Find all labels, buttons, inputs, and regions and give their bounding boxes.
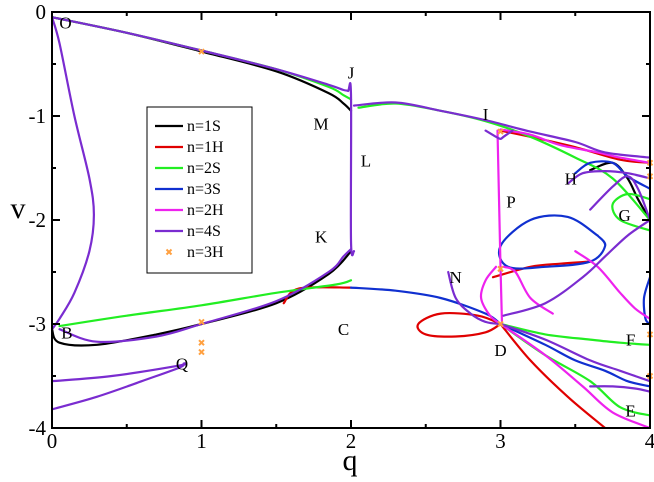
point-label-N: N xyxy=(450,268,462,287)
series-line-33 xyxy=(589,175,650,222)
y-tick-label-4: -4 xyxy=(29,416,47,440)
series-line-23 xyxy=(499,322,650,428)
point-label-F: F xyxy=(626,331,635,350)
x-tick-label-3: 3 xyxy=(495,429,506,453)
series-line-27 xyxy=(58,248,353,344)
marker-point-5 xyxy=(497,265,504,273)
y-tick-label-1: -1 xyxy=(29,104,47,128)
point-label-C: C xyxy=(338,320,349,339)
x-axis-label: q xyxy=(343,444,358,477)
marker-point-1 xyxy=(198,318,205,326)
point-label-B: B xyxy=(61,323,72,342)
series-line-34 xyxy=(566,170,650,185)
legend-label-2: n=2S xyxy=(187,160,221,177)
legend-label-4: n=2H xyxy=(187,202,224,219)
point-label-L: L xyxy=(361,152,371,171)
series-layer xyxy=(52,16,650,428)
series-line-9 xyxy=(58,279,353,328)
legend-label-0: n=1S xyxy=(187,118,221,135)
series-line-12 xyxy=(499,322,650,346)
series-line-6 xyxy=(491,260,592,279)
series-line-5 xyxy=(416,311,502,338)
marker-point-2 xyxy=(198,339,205,346)
marker-point-3 xyxy=(198,348,205,356)
legend-label-3: n=3S xyxy=(187,181,221,198)
series-line-32 xyxy=(502,218,650,317)
tick-layer: 0 1 2 3 4 0 -1 -2 -3 -4 xyxy=(29,0,654,453)
point-label-D: D xyxy=(494,341,506,360)
y-axis-label: v xyxy=(11,192,26,225)
series-line-22 xyxy=(499,128,650,164)
legend-label-6: n=3H xyxy=(187,244,224,261)
y-tick-label-3: -3 xyxy=(29,312,47,336)
point-label-M: M xyxy=(314,114,329,133)
legend-marker-6 xyxy=(165,248,173,256)
series-line-11 xyxy=(611,192,650,232)
y-tick-label-2: -2 xyxy=(29,208,47,232)
marker-point-4 xyxy=(497,128,504,135)
series-line-24 xyxy=(574,250,650,320)
series-line-1 xyxy=(52,250,353,347)
marker-layer xyxy=(198,48,654,380)
x-tick-label-0: 0 xyxy=(47,429,58,453)
series-line-7 xyxy=(499,322,607,428)
series-line-19 xyxy=(496,129,504,326)
legend-items: n=1S n=1H n=2S n=3S n=2H n=4S n=3H xyxy=(155,118,224,261)
legend-label-5: n=4S xyxy=(187,223,221,240)
point-label-P: P xyxy=(506,192,515,211)
point-label-O: O xyxy=(59,13,71,32)
series-line-28 xyxy=(352,101,650,159)
x-tick-label-2: 2 xyxy=(346,429,357,453)
x-tick-label-4: 4 xyxy=(645,429,654,453)
series-line-30 xyxy=(52,362,187,411)
series-line-21 xyxy=(502,265,554,315)
series-line-16 xyxy=(499,322,650,388)
marker-point-0 xyxy=(198,48,205,55)
series-line-26 xyxy=(52,16,95,331)
series-line-20 xyxy=(479,265,502,326)
series-line-35 xyxy=(499,322,650,383)
series-line-17 xyxy=(642,276,650,326)
point-label-E: E xyxy=(625,401,635,420)
series-line-31 xyxy=(447,270,502,326)
marker-point-6 xyxy=(497,320,504,328)
legend-label-1: n=1H xyxy=(187,139,224,156)
series-line-2 xyxy=(589,161,650,222)
legend-box xyxy=(146,106,253,274)
point-label-layer: OABQJMLKCIPHGNDFE xyxy=(59,13,635,420)
point-label-G: G xyxy=(618,206,630,225)
x-tick-label-1: 1 xyxy=(196,429,207,453)
point-label-K: K xyxy=(315,228,328,247)
legend: n=1S n=1H n=2S n=3S n=2H n=4S n=3H xyxy=(146,106,253,274)
series-line-29 xyxy=(484,129,514,140)
series-line-25 xyxy=(52,16,356,257)
y-tick-label-0: 0 xyxy=(36,0,47,24)
point-label-Q: Q xyxy=(176,355,188,374)
point-label-I: I xyxy=(483,105,489,124)
point-label-J: J xyxy=(348,63,355,82)
series-line-36 xyxy=(589,385,650,393)
point-label-H: H xyxy=(565,169,577,188)
